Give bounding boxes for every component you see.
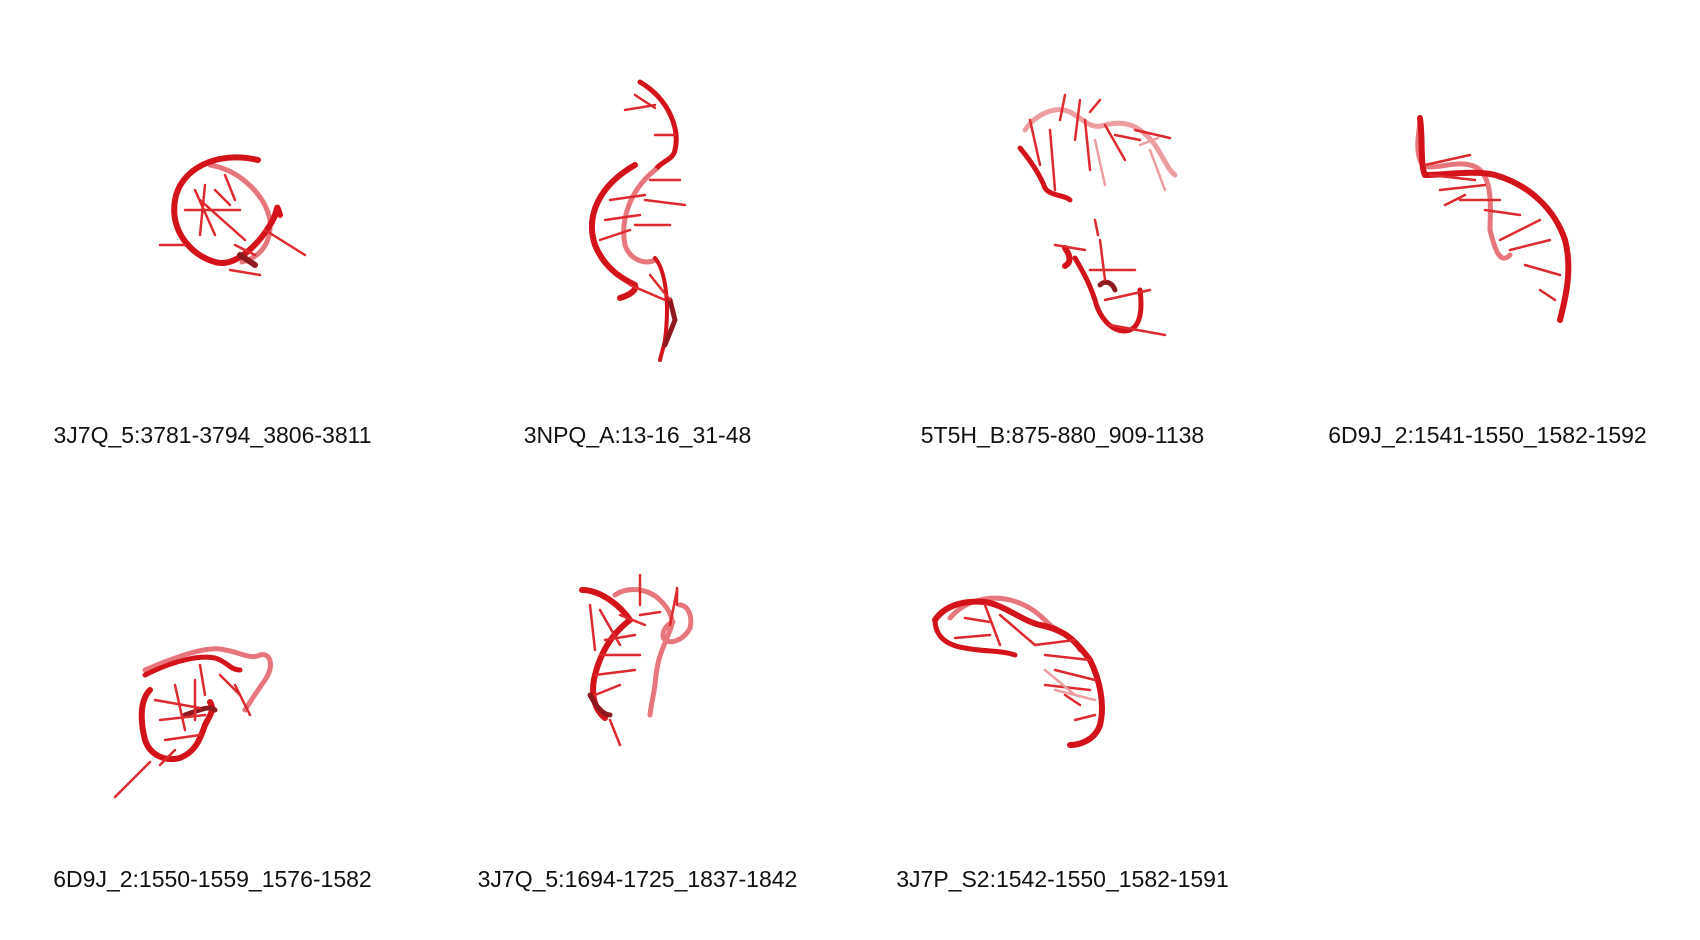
structure-label-1: 3J7Q_5:3781-3794_3806-3811 (53, 422, 372, 448)
structure-label-7: 3J7P_S2:1542-1550_1582-1591 (896, 866, 1229, 892)
rna-structure-image-3 (1017, 93, 1178, 337)
rna-structure-image-6 (579, 573, 694, 747)
structure-label-2: 3NPQ_A:13-16_31-48 (523, 422, 752, 448)
rna-structure-image-7 (932, 595, 1105, 748)
structure-panel-4: 6D9J_2:1541-1550_1582-1592 (1275, 0, 1700, 448)
rna-structure-image-5 (113, 646, 273, 799)
structure-panel-5: 6D9J_2:1550-1559_1576-1582 (0, 440, 425, 892)
structure-label-5: 6D9J_2:1550-1559_1576-1582 (53, 866, 372, 892)
structure-label-4: 6D9J_2:1541-1550_1582-1592 (1328, 422, 1647, 448)
structure-panel-3: 5T5H_B:875-880_909-1138 (850, 0, 1275, 448)
structure-panel-6: 3J7Q_5:1694-1725_1837-1842 (425, 440, 850, 892)
rna-structure-image-2 (588, 79, 687, 362)
structure-panel-2: 3NPQ_A:13-16_31-48 (425, 0, 850, 448)
structure-label-3: 5T5H_B:875-880_909-1138 (920, 422, 1205, 448)
structure-label-6: 3J7Q_5:1694-1725_1837-1842 (477, 866, 798, 892)
structure-panel-1: 3J7Q_5:3781-3794_3806-3811 (0, 0, 425, 448)
rna-structure-image-4 (1415, 115, 1572, 323)
rna-structure-image-1 (158, 154, 307, 277)
structure-panel-7: 3J7P_S2:1542-1550_1582-1591 (850, 440, 1275, 892)
